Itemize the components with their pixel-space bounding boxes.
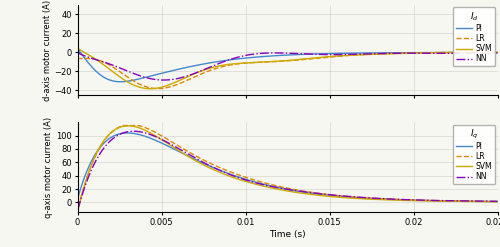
SVM: [486, 51, 492, 54]
NN: [74, 51, 80, 54]
LR: [254, 179, 260, 182]
SVM: [122, 79, 128, 82]
NN: [494, 200, 500, 203]
PI: [236, 57, 242, 60]
SVM: [254, 61, 260, 64]
LR: [254, 61, 260, 64]
LR: [494, 51, 500, 54]
PI: [236, 176, 242, 179]
Y-axis label: d-axis motor current (A): d-axis motor current (A): [42, 0, 51, 101]
Legend: PI, LR, SVM, NN: PI, LR, SVM, NN: [452, 7, 495, 66]
NN: [441, 199, 447, 202]
LR: [486, 51, 492, 54]
SVM: [494, 51, 500, 54]
NN: [122, 131, 128, 134]
SVM: [254, 183, 260, 186]
PI: [254, 56, 260, 59]
PI: [74, 51, 80, 54]
SVM: [125, 124, 131, 127]
NN: [486, 52, 492, 55]
NN: [148, 133, 154, 136]
PI: [122, 131, 128, 134]
PI: [148, 75, 154, 78]
PI: [486, 200, 492, 203]
NN: [236, 176, 242, 179]
NN: [486, 200, 492, 203]
SVM: [441, 51, 447, 54]
LR: [468, 51, 474, 54]
NN: [74, 207, 80, 210]
NN: [236, 56, 242, 59]
PI: [118, 80, 124, 83]
LR: [120, 124, 126, 127]
SVM: [486, 200, 492, 203]
PI: [74, 198, 80, 201]
LR: [236, 173, 242, 176]
SVM: [494, 200, 500, 203]
Line: SVM: SVM: [78, 126, 498, 206]
LR: [148, 128, 154, 131]
NN: [441, 52, 447, 55]
Line: PI: PI: [78, 133, 498, 202]
SVM: [122, 124, 128, 127]
Line: LR: LR: [78, 125, 498, 206]
PI: [122, 80, 128, 83]
LR: [154, 87, 160, 90]
NN: [122, 69, 128, 72]
NN: [254, 52, 260, 55]
NN: [494, 52, 500, 55]
Line: LR: LR: [78, 52, 498, 89]
PI: [254, 181, 260, 184]
PI: [148, 137, 154, 140]
NN: [254, 182, 260, 185]
SVM: [148, 87, 154, 90]
Line: NN: NN: [78, 131, 498, 209]
LR: [441, 199, 447, 202]
LR: [486, 200, 492, 203]
SVM: [148, 131, 154, 134]
SVM: [147, 87, 153, 90]
SVM: [236, 178, 242, 181]
PI: [441, 199, 447, 202]
SVM: [74, 47, 80, 50]
SVM: [74, 204, 80, 207]
NN: [161, 79, 167, 82]
PI: [124, 131, 130, 134]
SVM: [441, 200, 447, 203]
X-axis label: Time (s): Time (s): [269, 230, 306, 239]
PI: [494, 51, 500, 54]
PI: [494, 200, 500, 203]
Line: PI: PI: [78, 51, 498, 82]
Y-axis label: q-axis motor current (A): q-axis motor current (A): [44, 117, 54, 218]
LR: [494, 200, 500, 203]
LR: [148, 86, 154, 89]
LR: [122, 124, 128, 127]
NN: [148, 77, 154, 80]
LR: [441, 51, 447, 54]
Legend: PI, LR, SVM, NN: PI, LR, SVM, NN: [452, 124, 495, 184]
NN: [130, 130, 136, 133]
Line: SVM: SVM: [78, 48, 498, 89]
LR: [74, 57, 80, 60]
PI: [442, 51, 448, 54]
SVM: [236, 62, 242, 65]
PI: [486, 51, 492, 54]
PI: [76, 49, 82, 52]
LR: [122, 74, 128, 77]
LR: [236, 62, 242, 65]
Line: NN: NN: [78, 53, 498, 80]
LR: [74, 204, 80, 207]
